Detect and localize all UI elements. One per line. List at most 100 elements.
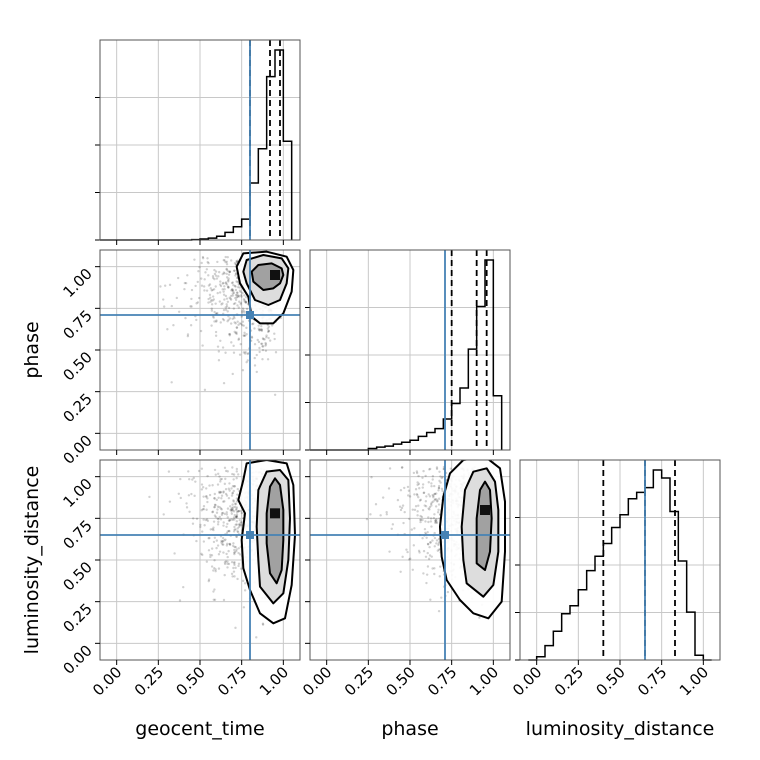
scatter-point bbox=[215, 277, 219, 280]
scatter-point bbox=[211, 527, 214, 531]
scatter-point bbox=[197, 270, 200, 273]
scatter-point bbox=[213, 492, 217, 496]
scatter-point bbox=[226, 562, 229, 566]
scatter-point bbox=[216, 291, 219, 295]
scatter-point bbox=[227, 279, 230, 282]
scatter-point bbox=[212, 298, 216, 301]
scatter-point bbox=[408, 517, 411, 521]
scatter-point bbox=[429, 598, 432, 601]
scatter-point bbox=[205, 508, 208, 511]
scatter-point bbox=[186, 274, 189, 277]
scatter-point bbox=[227, 285, 230, 289]
scatter-point bbox=[205, 518, 209, 521]
scatter-point bbox=[230, 289, 233, 292]
scatter-point bbox=[236, 291, 239, 295]
scatter-point bbox=[430, 555, 433, 558]
scatter-point bbox=[429, 517, 433, 520]
scatter-point bbox=[245, 300, 248, 304]
scatter-point bbox=[231, 575, 234, 578]
scatter-point bbox=[200, 284, 204, 287]
scatter-point bbox=[233, 316, 236, 320]
scatter-point bbox=[231, 544, 235, 548]
scatter-point bbox=[411, 508, 414, 511]
scatter-point bbox=[228, 542, 231, 546]
scatter-point bbox=[224, 538, 227, 541]
scatter-point bbox=[408, 557, 412, 560]
x-tick-label: 0.00 bbox=[299, 663, 335, 699]
scatter-point bbox=[431, 567, 434, 570]
histogram-bin bbox=[687, 612, 695, 660]
scatter-point bbox=[216, 523, 220, 526]
scatter-point bbox=[231, 290, 235, 293]
scatter-point bbox=[428, 545, 431, 549]
scatter-point bbox=[413, 508, 417, 512]
scatter-point bbox=[440, 487, 444, 491]
scatter-point bbox=[232, 500, 235, 503]
scatter-point bbox=[201, 257, 205, 260]
scatter-point bbox=[231, 518, 235, 522]
scatter-point bbox=[233, 269, 236, 272]
panel-content bbox=[365, 460, 506, 620]
scatter-point bbox=[222, 551, 225, 554]
scatter-point bbox=[222, 293, 226, 296]
scatter-point bbox=[214, 285, 217, 288]
scatter-point bbox=[217, 350, 221, 353]
histogram-bin bbox=[620, 515, 628, 660]
scatter-point bbox=[261, 337, 265, 340]
scatter-point bbox=[219, 518, 223, 521]
scatter-point bbox=[434, 519, 437, 522]
scatter-point bbox=[227, 280, 230, 283]
scatter-point bbox=[243, 310, 246, 314]
scatter-point bbox=[216, 508, 219, 511]
y-tick-label: 0.25 bbox=[59, 600, 95, 636]
scatter-point bbox=[213, 497, 216, 500]
scatter-point bbox=[243, 334, 246, 337]
scatter-point bbox=[225, 305, 229, 308]
scatter-point bbox=[236, 487, 239, 491]
scatter-point bbox=[236, 510, 240, 513]
scatter-point bbox=[423, 527, 427, 531]
scatter-point bbox=[219, 507, 223, 510]
scatter-point bbox=[214, 473, 217, 476]
scatter-point bbox=[236, 577, 239, 581]
scatter-point bbox=[215, 546, 218, 550]
histogram-panel-luminosity-distance: 0.00 0.25 0.50 0.75 1.00 bbox=[509, 459, 721, 699]
scatter-point bbox=[369, 513, 372, 516]
scatter-point bbox=[236, 295, 239, 298]
scatter-point bbox=[225, 297, 229, 300]
scatter-point bbox=[193, 258, 196, 261]
scatter-point bbox=[431, 539, 434, 542]
scatter-point bbox=[232, 351, 236, 354]
scatter-point bbox=[194, 284, 197, 288]
scatter-point bbox=[233, 552, 236, 556]
scatter-point bbox=[226, 285, 230, 288]
panel-content bbox=[148, 460, 296, 639]
scatter-point bbox=[222, 524, 225, 527]
scatter-point bbox=[433, 492, 437, 496]
scatter-point bbox=[237, 564, 240, 568]
scatter-point bbox=[433, 531, 436, 535]
scatter-point bbox=[218, 283, 222, 286]
scatter-point bbox=[233, 330, 236, 333]
scatter-point bbox=[425, 495, 428, 498]
scatter-point bbox=[228, 518, 232, 522]
scatter-point bbox=[234, 545, 237, 549]
scatter-point bbox=[243, 589, 247, 592]
scatter-point bbox=[195, 318, 198, 322]
scatter-point bbox=[233, 563, 236, 567]
scatter-point bbox=[253, 356, 256, 360]
scatter-point bbox=[267, 329, 271, 333]
scatter-point bbox=[200, 483, 204, 486]
scatter-point bbox=[232, 542, 235, 545]
scatter-point bbox=[428, 554, 432, 557]
scatter-point bbox=[434, 521, 437, 525]
scatter-point bbox=[215, 539, 219, 542]
scatter-point bbox=[234, 626, 237, 630]
scatter-point bbox=[200, 277, 203, 280]
scatter-point bbox=[229, 297, 232, 300]
scatter-point bbox=[437, 503, 441, 506]
scatter-point bbox=[213, 503, 217, 507]
scatter-point bbox=[227, 549, 230, 553]
scatter-point bbox=[236, 259, 239, 262]
scatter-point bbox=[235, 497, 239, 500]
